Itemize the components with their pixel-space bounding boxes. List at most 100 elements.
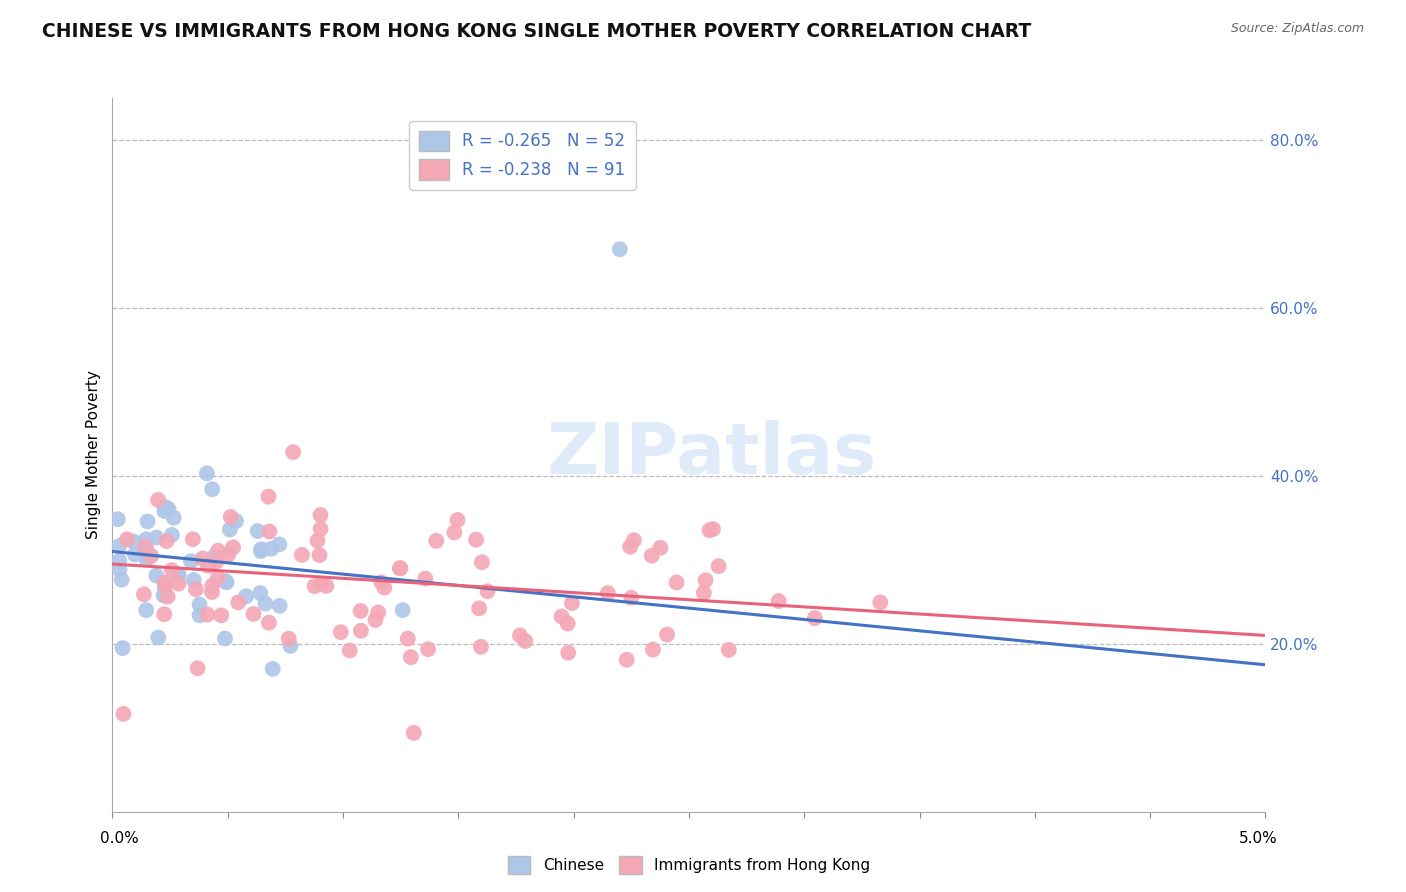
Point [138,549,160,564]
Point [235,589,257,603]
Point [307,533,329,548]
Point [112,706,135,721]
Point [254,597,277,611]
Point [515,634,537,648]
Point [145,531,167,545]
Point [167,576,190,591]
Point [315,579,337,593]
Point [156,590,179,604]
Point [550,609,572,624]
Point [209,608,232,623]
Point [367,606,389,620]
Point [222,541,245,555]
Point [135,603,157,617]
Point [257,615,280,630]
Point [201,579,224,593]
Point [804,611,827,625]
Text: ZIPatlas: ZIPatlas [547,420,877,490]
Point [269,537,291,551]
Point [557,646,579,660]
Point [291,548,314,562]
Point [425,533,447,548]
Legend: Chinese, Immigrants from Hong Kong: Chinese, Immigrants from Hong Kong [502,850,876,880]
Point [148,631,170,645]
Point [155,500,177,514]
Point [141,549,163,563]
Point [641,549,664,563]
Point [115,533,138,547]
Point [205,554,228,568]
Point [650,541,672,555]
Point [145,568,167,582]
Point [364,613,387,627]
Point [153,578,176,592]
Point [153,607,176,622]
Point [396,632,419,646]
Point [160,528,183,542]
Point [132,587,155,601]
Point [249,544,271,558]
Point [609,242,631,256]
Point [329,625,352,640]
Point [183,573,205,587]
Point [219,523,242,537]
Point [135,542,157,557]
Point [477,584,499,599]
Text: CHINESE VS IMMIGRANTS FROM HONG KONG SINGLE MOTHER POVERTY CORRELATION CHART: CHINESE VS IMMIGRANTS FROM HONG KONG SIN… [42,22,1032,41]
Point [309,577,332,591]
Point [373,581,395,595]
Point [111,573,134,587]
Point [201,585,224,599]
Point [309,508,332,522]
Text: 5.0%: 5.0% [1239,831,1278,846]
Point [195,467,218,481]
Text: Source: ZipAtlas.com: Source: ZipAtlas.com [1230,22,1364,36]
Point [167,568,190,582]
Point [146,492,169,507]
Point [215,575,238,590]
Point [152,588,174,602]
Point [219,509,242,524]
Point [246,524,269,538]
Point [693,586,716,600]
Point [596,586,619,600]
Point [250,542,273,557]
Point [153,588,176,602]
Point [707,559,730,574]
Point [465,533,488,547]
Point [124,548,146,562]
Point [225,514,247,528]
Point [259,524,281,539]
Point [153,575,176,590]
Point [304,579,326,593]
Point [215,574,238,588]
Point [468,601,491,615]
Point [471,555,494,569]
Point [111,641,134,656]
Point [226,595,249,609]
Point [349,604,371,618]
Point [416,642,439,657]
Point [695,574,717,588]
Point [717,643,740,657]
Point [207,571,229,585]
Point [197,558,219,573]
Point [184,582,207,597]
Point [217,548,239,562]
Point [446,513,468,527]
Point [616,653,638,667]
Point [257,490,280,504]
Point [619,540,641,554]
Point [277,632,299,646]
Point [280,639,302,653]
Point [167,566,190,581]
Point [443,525,465,540]
Point [107,512,129,526]
Text: 0.0%: 0.0% [100,831,139,846]
Point [641,642,664,657]
Y-axis label: Single Mother Poverty: Single Mother Poverty [86,370,101,540]
Point [623,533,645,548]
Point [283,445,305,459]
Point [195,607,218,622]
Point [399,650,422,665]
